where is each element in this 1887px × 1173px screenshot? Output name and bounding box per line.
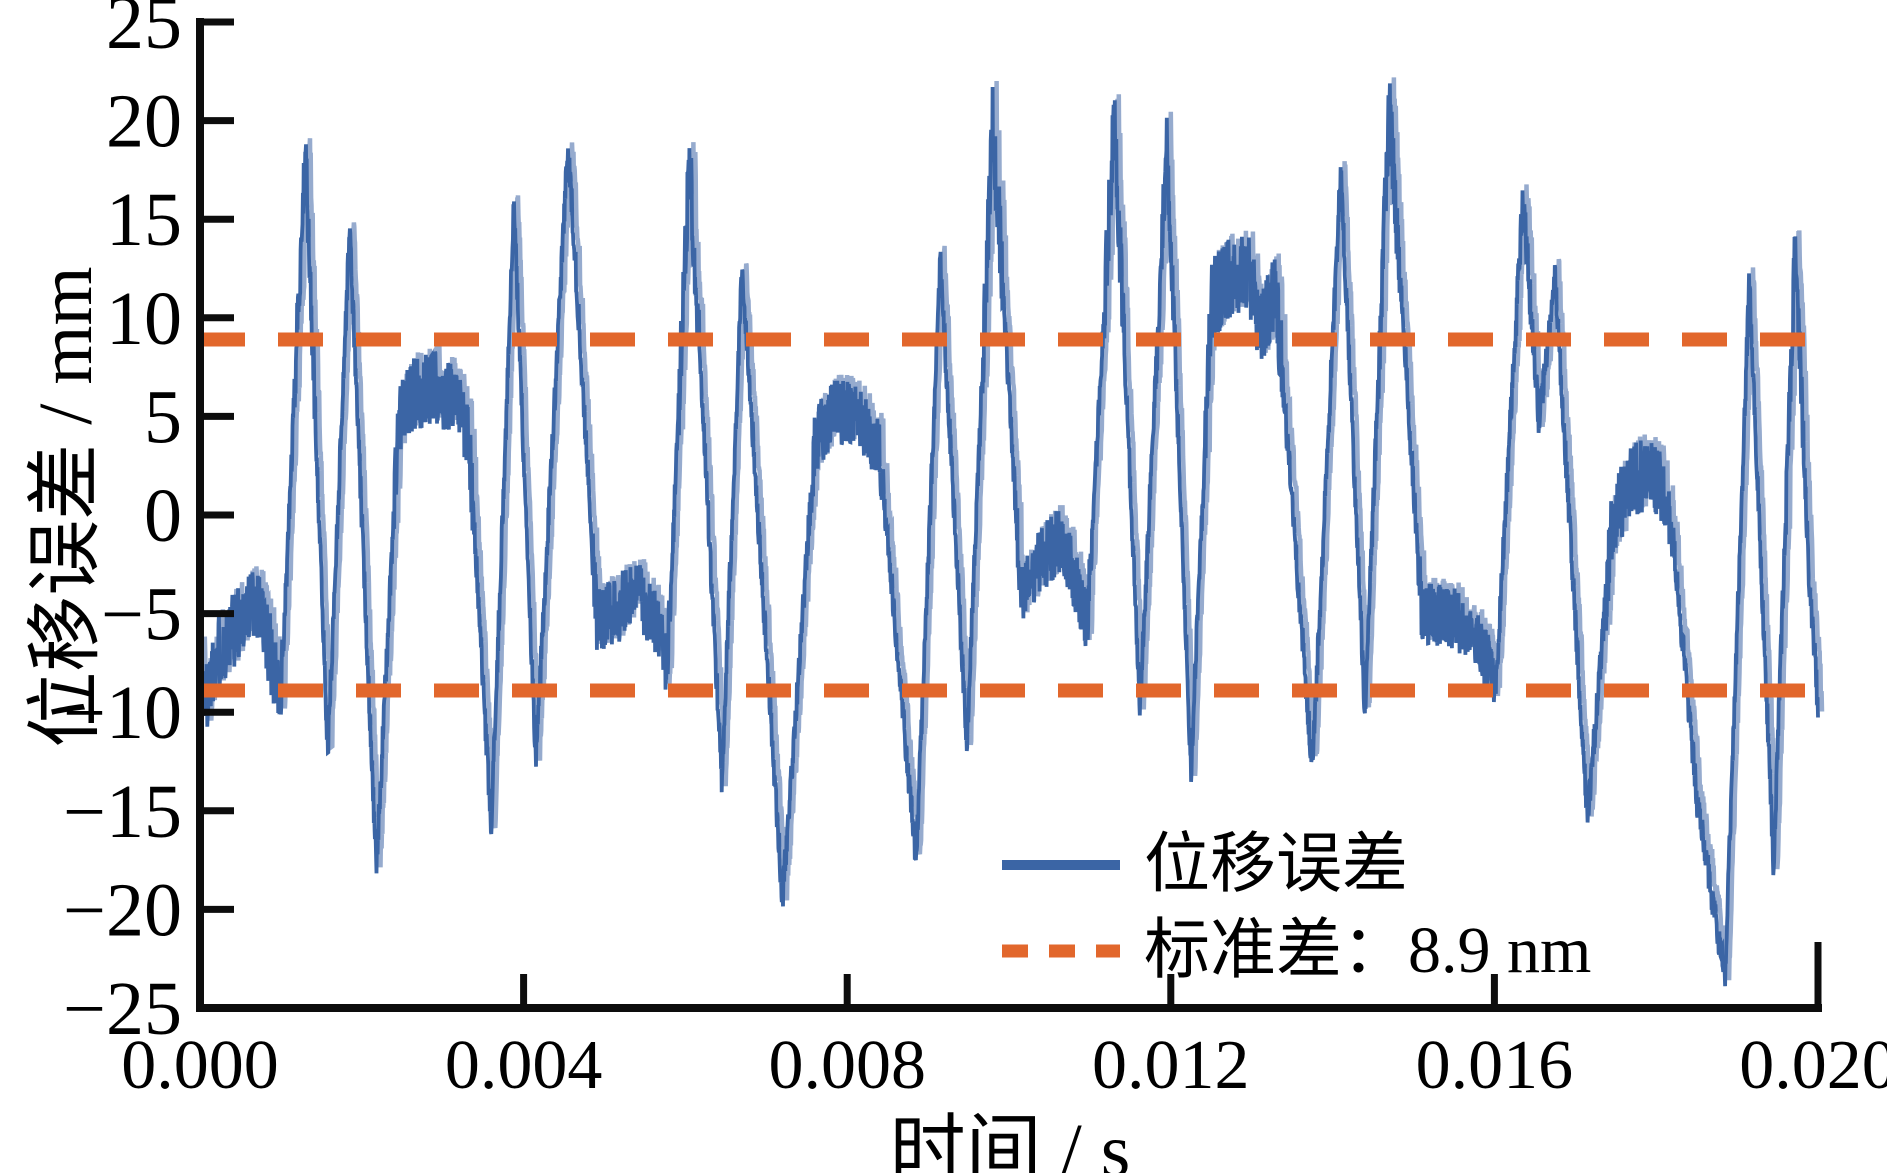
- y-tick-label: 25: [106, 0, 182, 65]
- solid-line-swatch-icon: [1002, 860, 1120, 870]
- y-tick-label: 20: [106, 80, 182, 164]
- x-tick-label: 0.008: [768, 1027, 926, 1104]
- y-axis-title: 位移误差 / mm: [24, 266, 108, 748]
- y-tick-label: 15: [106, 178, 182, 262]
- y-tick-label: −25: [63, 967, 182, 1051]
- x-tick-label: 0.000: [121, 1027, 279, 1104]
- y-tick-label: −10: [63, 671, 182, 755]
- x-axis-title: 时间 / s: [889, 1109, 1131, 1173]
- y-tick-label: 5: [144, 375, 182, 459]
- y-tick-label: 10: [106, 277, 182, 361]
- legend-entry-signal: 位移误差: [1000, 822, 1591, 908]
- legend-label-std: 标准差：8.9 nm: [1144, 914, 1592, 987]
- x-tick-label: 0.004: [445, 1027, 603, 1104]
- signal-shadow-trace: [201, 77, 1825, 981]
- dashed-line-swatch-icon: [1002, 944, 1120, 958]
- x-tick-label: 0.012: [1092, 1027, 1250, 1104]
- y-tick-label: −5: [101, 573, 182, 657]
- y-tick-label: 0: [144, 474, 182, 558]
- legend-label-signal: 位移误差: [1144, 828, 1408, 901]
- legend-entry-std: 标准差：8.9 nm: [1000, 908, 1591, 994]
- legend: 位移误差 标准差：8.9 nm: [1000, 822, 1591, 994]
- x-tick-label: 0.020: [1739, 1027, 1887, 1104]
- x-tick-label: 0.016: [1416, 1027, 1574, 1104]
- y-tick-label: −15: [63, 770, 182, 854]
- y-tick-label: −20: [63, 868, 182, 952]
